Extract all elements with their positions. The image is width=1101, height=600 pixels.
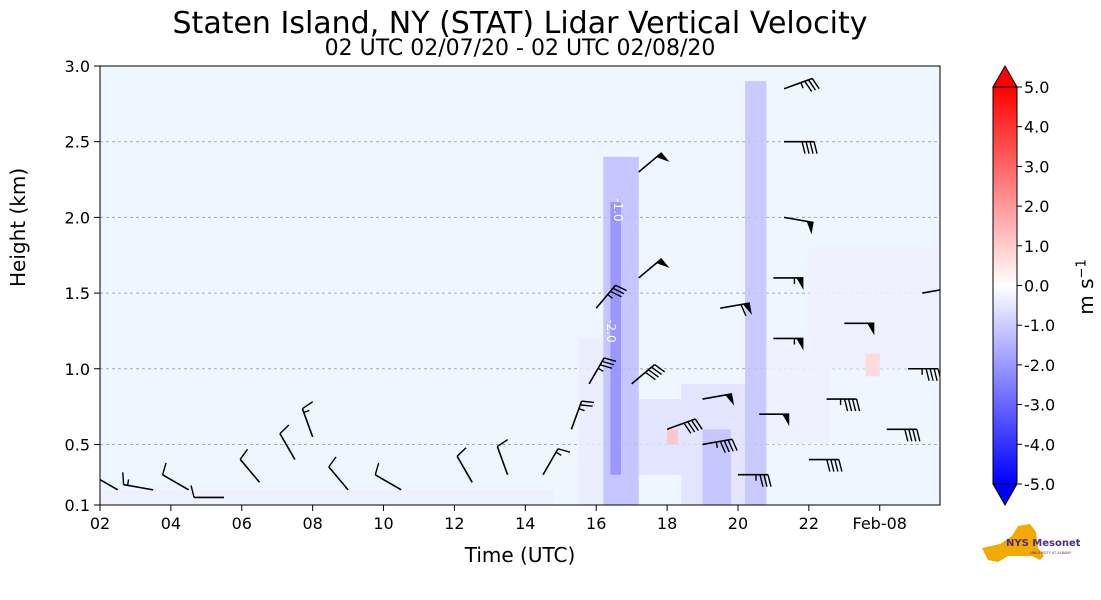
y-axis-label: Height (km) xyxy=(6,167,30,287)
wind-barb xyxy=(784,140,818,154)
wind-barb xyxy=(496,439,509,475)
velocity-cell xyxy=(745,81,767,505)
colorbar-tick-label: 3.0 xyxy=(1024,157,1049,176)
wind-barb xyxy=(328,456,349,491)
wind-barb xyxy=(588,357,617,385)
velocity-field xyxy=(100,81,940,505)
wind-barb xyxy=(161,462,190,491)
x-tick-label: 18 xyxy=(657,514,677,533)
wind-barb xyxy=(666,418,703,434)
chart-subtitle: 02 UTC 02/07/20 - 02 UTC 02/08/20 xyxy=(324,36,716,61)
colorbar-tick-label: 4.0 xyxy=(1024,118,1049,137)
y-tick-label: 1.5 xyxy=(65,284,90,303)
wind-barb xyxy=(737,473,772,487)
wind-barb xyxy=(301,401,314,438)
logo-subtext: UNIVERSITY AT ALBANY xyxy=(1030,551,1072,555)
colorbar-body xyxy=(992,86,1018,485)
y-tick-label: 3.0 xyxy=(65,57,90,76)
wind-barb xyxy=(908,367,940,381)
contour-label: -1.0 xyxy=(611,198,625,221)
velocity-cell xyxy=(100,489,554,505)
velocity-cell xyxy=(610,202,622,475)
velocity-cell xyxy=(808,247,940,369)
colorbar-tick-label: -2.0 xyxy=(1024,356,1055,375)
colorbar-tick-label: 2.0 xyxy=(1024,197,1049,216)
x-tick-label: 12 xyxy=(444,514,464,533)
plot-frame xyxy=(99,65,941,506)
nys-mesonet-logo: NYS Mesonet UNIVERSITY AT ALBANY xyxy=(982,524,1080,562)
wind-barb xyxy=(374,462,402,491)
wind-barb xyxy=(702,438,738,453)
wind-barb xyxy=(100,478,119,491)
x-tick-label: 08 xyxy=(302,514,322,533)
x-tick-label: 20 xyxy=(728,514,748,533)
wind-barb xyxy=(190,485,225,499)
wind-barb xyxy=(239,448,261,483)
colorbar-label: m s−1 xyxy=(1074,259,1098,314)
x-axis: 02 04 06 08 10 12 14 16 18 20 22 Feb-08 xyxy=(90,505,907,533)
wind-barb xyxy=(595,284,627,309)
y-axis: 0.1 0.5 1.0 1.5 2.0 2.5 3.0 xyxy=(65,57,100,515)
wind-barb xyxy=(122,472,154,491)
colorbar-tick-label: -1.0 xyxy=(1024,316,1055,335)
wind-barb xyxy=(773,337,804,351)
wind-barb xyxy=(542,448,571,476)
logo-text: NYS Mesonet xyxy=(1006,538,1080,549)
colorbar-tick-label: -4.0 xyxy=(1024,435,1055,454)
chart-title: Staten Island, NY (STAT) Lidar Vertical … xyxy=(172,6,868,41)
x-tick-label: 14 xyxy=(515,514,535,533)
x-tick-label: 06 xyxy=(232,514,252,533)
wind-barb xyxy=(783,77,820,92)
colorbar-label-exponent: −1 xyxy=(1074,259,1090,279)
wind-barb xyxy=(638,258,670,279)
wind-barb xyxy=(783,216,814,235)
wind-barb xyxy=(720,302,752,317)
colorbar: 5.0 4.0 3.0 2.0 1.0 0.0 -1.0 -2.0 -3.0 -4.0 -5.0 xyxy=(992,64,1055,507)
colorbar-tick-label: -5.0 xyxy=(1024,475,1055,494)
wind-barb xyxy=(702,393,735,406)
x-tick-label: 02 xyxy=(90,514,110,533)
colorbar-label-units: m s xyxy=(1074,278,1098,315)
colorbar-max-extension xyxy=(992,64,1018,88)
wind-barb xyxy=(759,413,790,427)
velocity-cell xyxy=(667,429,678,445)
colorbar-tick-label: 1.0 xyxy=(1024,237,1049,256)
wind-barbs xyxy=(100,77,940,499)
wind-barb xyxy=(844,322,875,336)
x-tick-label: 22 xyxy=(799,514,819,533)
x-tick-label: 16 xyxy=(586,514,606,533)
colorbar-tick-label: 5.0 xyxy=(1024,78,1049,97)
wind-barb xyxy=(886,428,921,442)
x-tick-label: 10 xyxy=(373,514,393,533)
colorbar-min-extension xyxy=(992,483,1018,507)
y-tick-label: 1.0 xyxy=(65,360,90,379)
y-tick-label: 0.1 xyxy=(65,496,90,515)
colorbar-tick-label: -3.0 xyxy=(1024,396,1055,415)
x-axis-label: Time (UTC) xyxy=(464,543,576,567)
colorbar-ticks: 5.0 4.0 3.0 2.0 1.0 0.0 -1.0 -2.0 -3.0 -4.0 -5.0 xyxy=(1017,78,1055,494)
velocity-cell xyxy=(578,338,604,505)
wind-barb xyxy=(638,152,670,173)
gridlines xyxy=(100,141,940,445)
wind-barb xyxy=(773,277,804,290)
wind-barb xyxy=(570,400,595,430)
y-tick-label: 0.5 xyxy=(65,435,90,454)
wind-barb xyxy=(279,424,296,460)
wind-barb xyxy=(922,289,940,294)
velocity-cell xyxy=(865,353,880,377)
wind-barb xyxy=(456,447,473,483)
new-york-state-shape xyxy=(982,524,1044,562)
x-tick-label: 04 xyxy=(161,514,181,533)
wind-barb xyxy=(808,458,843,472)
wind-barb xyxy=(826,398,861,412)
y-tick-label: 2.5 xyxy=(65,133,90,152)
contour-labels: -1.0 -2.0 xyxy=(604,198,625,343)
x-tick-label: Feb-08 xyxy=(853,514,907,533)
contour-label: -2.0 xyxy=(604,319,618,342)
wind-barb xyxy=(631,364,666,385)
colorbar-tick-label: 0.0 xyxy=(1024,277,1049,296)
y-tick-label: 2.0 xyxy=(65,208,90,227)
